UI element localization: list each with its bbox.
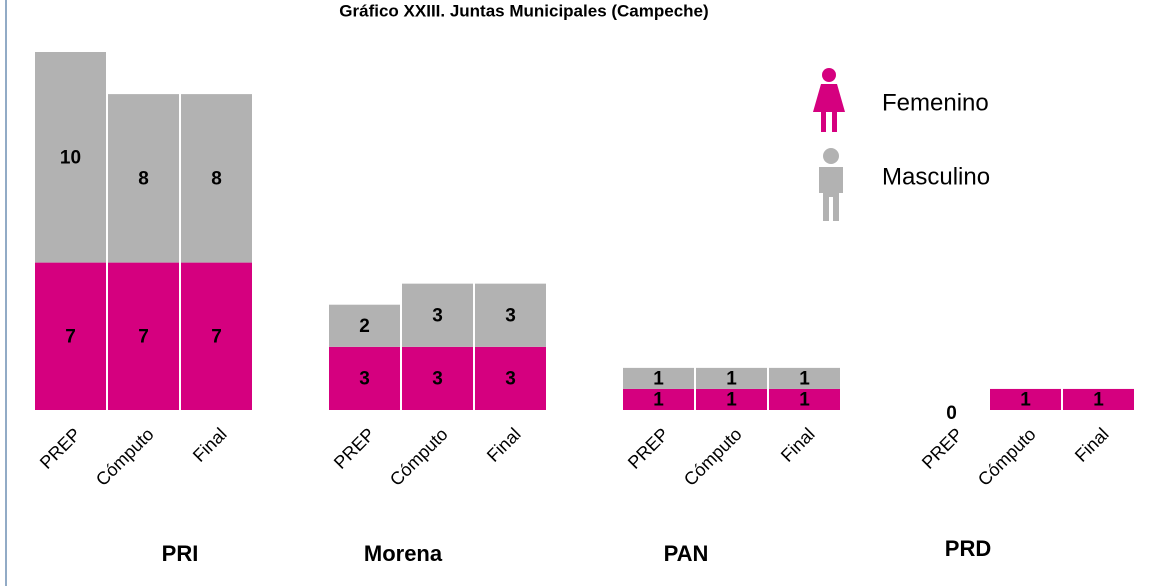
x-tick-label: Cómputo <box>680 424 746 490</box>
bar-segment <box>329 346 400 410</box>
bar-segment <box>1063 388 1134 410</box>
data-label: 8 <box>138 168 149 189</box>
data-label: 1 <box>653 389 664 410</box>
bar-segment <box>35 52 106 263</box>
data-label: 1 <box>799 368 810 389</box>
x-tick-label: PREP <box>36 424 85 473</box>
legend-label: Masculino <box>882 163 990 190</box>
data-label: 1 <box>1093 389 1104 410</box>
data-label: 8 <box>211 168 222 189</box>
bar-segment <box>769 367 840 389</box>
x-tick-label: Final <box>483 424 525 466</box>
data-label: 1 <box>726 389 737 410</box>
bar-segment <box>990 388 1061 410</box>
bar-segment <box>696 367 767 389</box>
x-tick-label: PREP <box>624 424 673 473</box>
data-label: 3 <box>432 368 443 389</box>
x-tick-label: Final <box>1071 424 1113 466</box>
data-label: 1 <box>799 389 810 410</box>
group-label: Morena <box>364 541 443 566</box>
legend-icon-masculino <box>819 148 843 221</box>
x-tick-label: PREP <box>918 424 967 473</box>
bar-segment <box>108 94 179 263</box>
bar-segment <box>35 262 106 410</box>
x-tick-label: PREP <box>330 424 379 473</box>
bar-segment <box>329 304 400 347</box>
chart-title: Gráfico XXIII. Juntas Municipales (Campe… <box>339 1 708 20</box>
bar-segment <box>623 388 694 410</box>
data-label: 7 <box>138 326 149 347</box>
legend-label: Femenino <box>882 89 989 116</box>
bar-segment <box>769 388 840 410</box>
x-tick-label: Cómputo <box>974 424 1040 490</box>
x-tick-label: Final <box>189 424 231 466</box>
bar-segment <box>475 346 546 410</box>
bar-segment <box>181 94 252 263</box>
x-tick-label: Cómputo <box>92 424 158 490</box>
data-label: 1 <box>1020 389 1031 410</box>
group-label: PRD <box>945 536 991 561</box>
bar-segment <box>402 283 473 347</box>
bar-segment <box>623 367 694 389</box>
data-label: 0 <box>946 403 957 424</box>
data-label: 3 <box>505 305 516 326</box>
x-tick-label: Cómputo <box>386 424 452 490</box>
data-label: 1 <box>726 368 737 389</box>
group-label: PRI <box>162 541 199 566</box>
data-label: 2 <box>359 316 370 337</box>
x-tick-label: Final <box>777 424 819 466</box>
legend-icon-femenino <box>813 68 845 132</box>
data-label: 3 <box>359 368 370 389</box>
data-label: 10 <box>60 147 81 168</box>
data-label: 7 <box>211 326 222 347</box>
data-label: 3 <box>432 305 443 326</box>
bar-segment <box>475 283 546 347</box>
data-label: 7 <box>65 326 76 347</box>
bar-segment <box>402 346 473 410</box>
bar-segment <box>108 262 179 410</box>
bar-segment <box>181 262 252 410</box>
bar-segment <box>696 388 767 410</box>
data-label: 3 <box>505 368 516 389</box>
data-label: 1 <box>653 368 664 389</box>
group-label: PAN <box>664 541 709 566</box>
